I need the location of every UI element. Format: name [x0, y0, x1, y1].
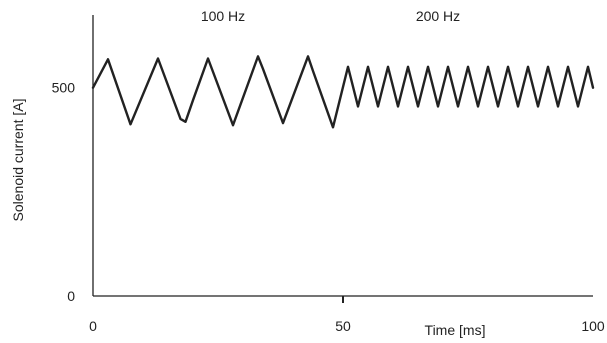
y-axis-label: Solenoid current [A]: [10, 99, 26, 222]
axes: [92, 15, 593, 297]
x-tick-label: 50: [335, 318, 351, 334]
x-tick-label: 0: [89, 318, 97, 334]
series-line: [91, 55, 595, 129]
y-tick-label: 0: [67, 288, 75, 304]
annotations: 100 Hz 200 Hz: [201, 8, 460, 24]
x-tick-label: 100: [581, 318, 605, 334]
ticks: 0 50 100 0 500: [52, 80, 605, 334]
frequency-annotation: 100 Hz: [201, 8, 245, 24]
x-axis-label: Time [ms]: [425, 322, 486, 338]
y-tick-label: 500: [52, 80, 76, 96]
frequency-annotation: 200 Hz: [416, 8, 460, 24]
series-layer: [91, 55, 595, 129]
